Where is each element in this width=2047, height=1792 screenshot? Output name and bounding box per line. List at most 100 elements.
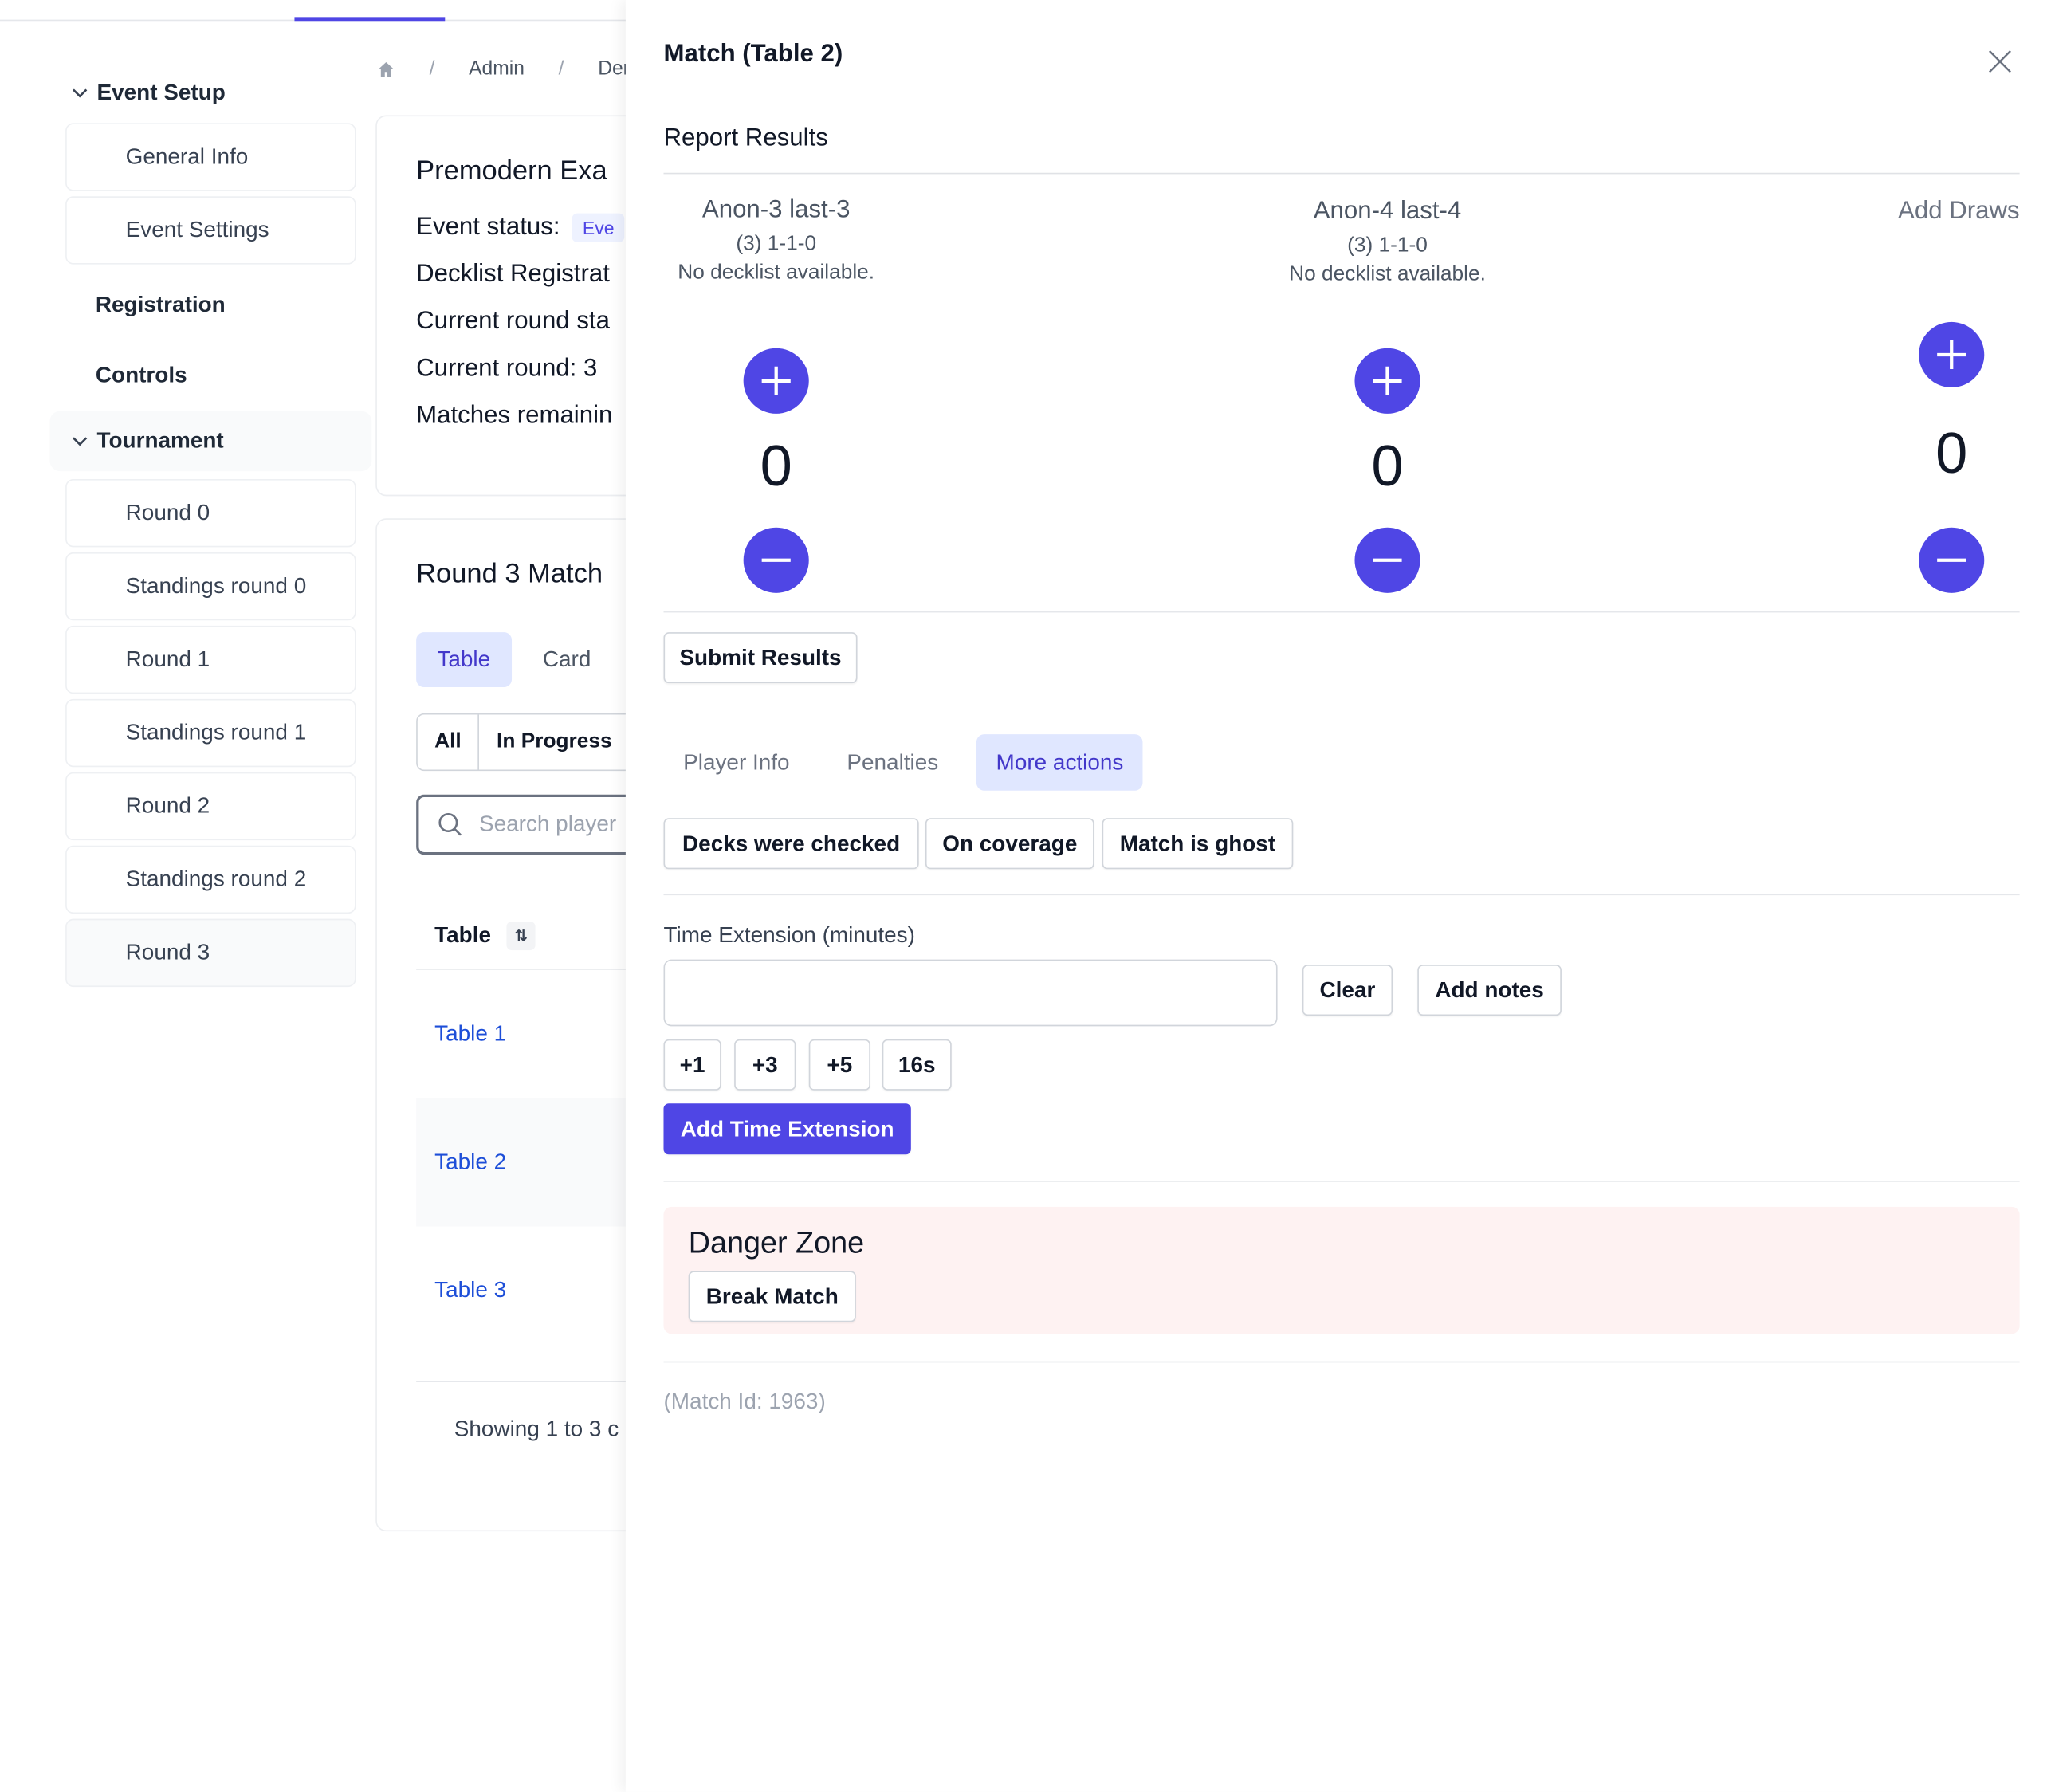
add-notes-button[interactable]: Add notes (1417, 965, 1562, 1016)
breadcrumb-admin[interactable]: Admin (469, 57, 525, 81)
report-results-heading: Report Results (663, 124, 828, 152)
search-icon (438, 813, 462, 836)
divider (663, 611, 2020, 613)
draws-score: 0 (1935, 421, 1968, 486)
player-2-score: 0 (1371, 434, 1404, 499)
sidebar-item-standings-round-0[interactable]: Standings round 0 (65, 552, 356, 621)
player-2-record: (3) 1-1-0 (1347, 234, 1428, 257)
chevron-down-icon (73, 437, 88, 446)
divider (663, 1181, 2020, 1182)
event-title: Premodern Exa (416, 155, 607, 187)
divider (663, 894, 2020, 896)
divider (663, 1361, 2020, 1363)
add-3-minutes-button[interactable]: +3 (734, 1039, 796, 1091)
pagination-summary: Showing 1 to 3 c (416, 1381, 689, 1442)
column-header-table: Table (434, 922, 491, 947)
player-2-name: Anon-4 last-4 (1313, 197, 1462, 226)
tab-table[interactable]: Table (416, 632, 512, 688)
sort-icon[interactable]: ⇅ (506, 921, 536, 950)
sidebar-item-general-info[interactable]: General Info (65, 123, 356, 191)
player-2-info: Anon-4 last-4 (3) 1-1-0 No decklist avai… (1274, 198, 1502, 287)
plus-icon (1937, 340, 1966, 370)
match-ghost-button[interactable]: Match is ghost (1102, 818, 1294, 870)
table-row[interactable]: Table 3 (416, 1227, 689, 1355)
draws-info: Add Draws (1876, 198, 2020, 226)
sidebar-item-round-0[interactable]: Round 0 (65, 478, 356, 548)
round-matches-title: Round 3 Match (416, 559, 603, 589)
sidebar-item-round-1[interactable]: Round 1 (65, 625, 356, 694)
sidebar-group-label: Event Setup (96, 80, 226, 105)
event-status-line: Event status: Eve (416, 213, 689, 242)
table-header: Table ⇅ (416, 902, 689, 970)
sidebar-group-label: Tournament (96, 427, 224, 454)
sidebar-item-standings-round-1[interactable]: Standings round 1 (65, 698, 356, 768)
table-row[interactable]: Table 1 (416, 970, 689, 1098)
table-link[interactable]: Table 2 (434, 1149, 507, 1174)
plus-icon (1373, 366, 1402, 395)
current-round-status: Current round sta (416, 307, 610, 336)
sidebar-group-event-setup[interactable]: Event Setup (49, 63, 371, 124)
table-link[interactable]: Table 1 (434, 1020, 507, 1046)
breadcrumb-separator: / (558, 57, 564, 81)
plus-icon (761, 366, 791, 395)
player-1-name: Anon-3 last-3 (701, 196, 851, 224)
player-2-minus-button[interactable] (1354, 527, 1420, 593)
clear-button[interactable]: Clear (1302, 965, 1393, 1016)
breadcrumb-current[interactable]: Der (598, 57, 630, 81)
breadcrumb: / Admin / Der (377, 57, 630, 80)
sidebar-item-controls[interactable]: Controls (95, 362, 187, 388)
decks-checked-button[interactable]: Decks were checked (663, 818, 919, 870)
player-2-plus-button[interactable] (1354, 348, 1420, 414)
match-id: (Match Id: 1963) (663, 1389, 826, 1414)
tab-more-actions[interactable]: More actions (976, 734, 1144, 791)
time-extension-input[interactable] (663, 959, 1278, 1027)
sidebar-item-round-3[interactable]: Round 3 (65, 918, 356, 988)
minus-icon (761, 558, 791, 562)
sidebar-item-round-2[interactable]: Round 2 (65, 772, 356, 841)
tab-card[interactable]: Card (542, 646, 591, 672)
draws-minus-button[interactable] (1919, 527, 1985, 593)
search-placeholder: Search player (478, 812, 617, 837)
danger-zone: Danger Zone Break Match (663, 1206, 2020, 1334)
player-1-minus-button[interactable] (743, 527, 809, 593)
chevron-down-icon (73, 88, 88, 98)
sidebar-group-tournament[interactable]: Tournament (49, 411, 372, 472)
sidebar-item-standings-round-2[interactable]: Standings round 2 (65, 845, 356, 914)
break-match-button[interactable]: Break Match (688, 1271, 856, 1322)
breadcrumb-separator: / (429, 57, 435, 81)
tab-player-info[interactable]: Player Info (683, 749, 790, 775)
sidebar-item-registration[interactable]: Registration (95, 292, 226, 317)
submit-results-button[interactable]: Submit Results (663, 632, 858, 684)
top-nav-bar (0, 0, 629, 22)
draws-plus-button[interactable] (1919, 321, 1985, 388)
sidebar: Event Setup General Info Event Settings … (49, 63, 372, 992)
time-extension-label: Time Extension (minutes) (663, 922, 915, 948)
table-link[interactable]: Table 3 (434, 1277, 507, 1303)
add-5-minutes-button[interactable]: +5 (808, 1039, 870, 1091)
on-coverage-button[interactable]: On coverage (925, 818, 1094, 870)
filter-in-progress[interactable]: In Progress (480, 714, 631, 770)
player-1-record: (3) 1-1-0 (736, 233, 817, 256)
filter-all[interactable]: All (418, 714, 480, 770)
player-1-info: Anon-3 last-3 (3) 1-1-0 No decklist avai… (663, 196, 888, 285)
active-tab-indicator (294, 17, 446, 22)
close-icon[interactable] (1987, 49, 2014, 75)
player-1-decklist: No decklist available. (678, 261, 875, 285)
add-time-extension-button[interactable]: Add Time Extension (663, 1103, 911, 1155)
drawer-title: Match (Table 2) (663, 40, 843, 69)
sidebar-item-event-settings[interactable]: Event Settings (65, 196, 356, 265)
danger-zone-title: Danger Zone (688, 1224, 865, 1260)
player-2-decklist: No decklist available. (1289, 263, 1486, 285)
player-1-plus-button[interactable] (743, 348, 809, 414)
home-icon[interactable] (377, 60, 395, 78)
minus-icon (1373, 558, 1402, 562)
add-16s-button[interactable]: 16s (882, 1039, 952, 1091)
tab-penalties[interactable]: Penalties (847, 749, 939, 775)
view-tabs: Table Card (416, 632, 689, 688)
status-filter-group: All In Progress (416, 713, 678, 772)
minus-icon (1937, 558, 1966, 562)
add-draws-label: Add Draws (1898, 197, 2020, 226)
divider (663, 172, 2020, 175)
add-1-minute-button[interactable]: +1 (663, 1039, 721, 1091)
